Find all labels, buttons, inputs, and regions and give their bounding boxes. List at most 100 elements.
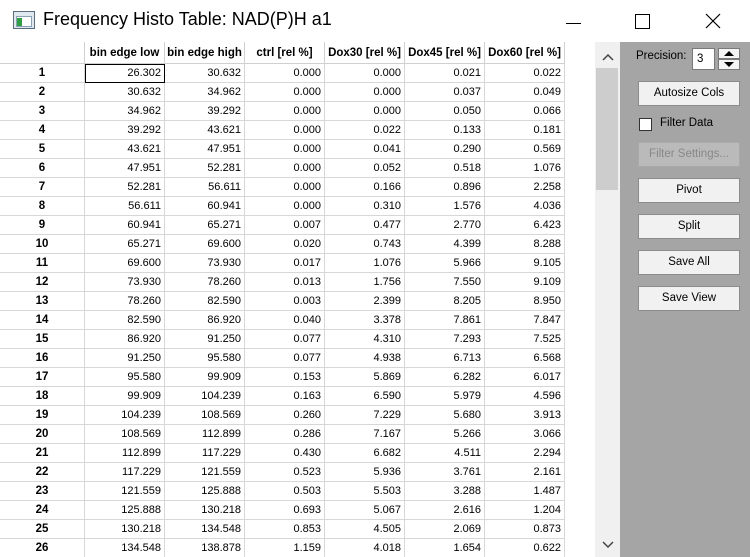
table-cell[interactable]: 2.616 [405, 501, 485, 520]
table-row[interactable]: 2 30.632 34.962 0.000 0.000 0.037 0.049 [0, 83, 565, 102]
table-cell[interactable]: 0.013 [245, 273, 325, 292]
table-cell[interactable]: 3.066 [485, 425, 565, 444]
title-bar[interactable]: Frequency Histo Table: NAD(P)H a1 [0, 0, 750, 42]
vertical-scrollbar[interactable] [595, 42, 620, 557]
table-cell[interactable]: 1.204 [485, 501, 565, 520]
table-cell[interactable]: 108.569 [165, 406, 245, 425]
table-cell[interactable]: 134.548 [85, 539, 165, 557]
table-cell[interactable]: 6.423 [485, 216, 565, 235]
table-cell[interactable]: 7.847 [485, 311, 565, 330]
row-header-cell[interactable]: 1 [0, 64, 85, 83]
row-header-cell[interactable]: 25 [0, 520, 85, 539]
table-cell[interactable]: 0.050 [405, 102, 485, 121]
table-cell[interactable]: 0.000 [245, 140, 325, 159]
table-cell[interactable]: 1.487 [485, 482, 565, 501]
table-cell[interactable]: 121.559 [85, 482, 165, 501]
table-cell[interactable]: 0.022 [485, 64, 565, 83]
save-all-button[interactable]: Save All [638, 250, 740, 275]
table-row[interactable]: 16 91.250 95.580 0.077 4.938 6.713 6.568 [0, 349, 565, 368]
maximize-button[interactable] [619, 0, 665, 42]
precision-increment-button[interactable] [718, 48, 740, 59]
table-cell[interactable]: 78.260 [165, 273, 245, 292]
table-row[interactable]: 7 52.281 56.611 0.000 0.166 0.896 2.258 [0, 178, 565, 197]
row-header-cell[interactable]: 22 [0, 463, 85, 482]
table-row[interactable]: 11 69.600 73.930 0.017 1.076 5.966 9.105 [0, 254, 565, 273]
table-cell[interactable]: 3.378 [325, 311, 405, 330]
table-cell[interactable]: 0.873 [485, 520, 565, 539]
table-cell[interactable]: 8.950 [485, 292, 565, 311]
table-cell[interactable]: 0.041 [325, 140, 405, 159]
table-cell[interactable]: 69.600 [85, 254, 165, 273]
table-cell[interactable]: 99.909 [85, 387, 165, 406]
column-header-bin-edge-low[interactable]: bin edge low [85, 42, 165, 64]
table-cell[interactable]: 0.430 [245, 444, 325, 463]
table-cell[interactable]: 0.077 [245, 330, 325, 349]
row-header-cell[interactable]: 2 [0, 83, 85, 102]
table-cell[interactable]: 2.399 [325, 292, 405, 311]
row-header-cell[interactable]: 14 [0, 311, 85, 330]
table-cell[interactable]: 2.294 [485, 444, 565, 463]
table-row[interactable]: 25 130.218 134.548 0.853 4.505 2.069 0.873 [0, 520, 565, 539]
table-cell[interactable]: 9.109 [485, 273, 565, 292]
table-row[interactable]: 8 56.611 60.941 0.000 0.310 1.576 4.036 [0, 197, 565, 216]
table-cell[interactable]: 112.899 [165, 425, 245, 444]
autosize-cols-button[interactable]: Autosize Cols [638, 81, 740, 106]
filter-settings-button[interactable]: Filter Settings... [638, 142, 740, 167]
table-cell[interactable]: 95.580 [85, 368, 165, 387]
table-cell[interactable]: 6.682 [325, 444, 405, 463]
table-cell[interactable]: 130.218 [165, 501, 245, 520]
table-cell[interactable]: 0.181 [485, 121, 565, 140]
table-cell[interactable]: 1.576 [405, 197, 485, 216]
table-row[interactable]: 13 78.260 82.590 0.003 2.399 8.205 8.950 [0, 292, 565, 311]
table-cell[interactable]: 9.105 [485, 254, 565, 273]
table-cell[interactable]: 1.756 [325, 273, 405, 292]
table-cell[interactable]: 3.288 [405, 482, 485, 501]
table-cell[interactable]: 0.523 [245, 463, 325, 482]
table-cell[interactable]: 82.590 [85, 311, 165, 330]
table-row[interactable]: 20 108.569 112.899 0.286 7.167 5.266 3.066 [0, 425, 565, 444]
table-cell[interactable]: 30.632 [165, 64, 245, 83]
table-cell[interactable]: 0.000 [245, 159, 325, 178]
table-cell[interactable]: 0.743 [325, 235, 405, 254]
table-cell[interactable]: 0.040 [245, 311, 325, 330]
table-cell[interactable]: 1.654 [405, 539, 485, 557]
table-cell[interactable]: 0.896 [405, 178, 485, 197]
table-cell[interactable]: 5.966 [405, 254, 485, 273]
row-header-cell[interactable]: 10 [0, 235, 85, 254]
table-cell[interactable]: 86.920 [165, 311, 245, 330]
corner-header-cell[interactable] [0, 42, 85, 64]
table-cell[interactable]: 2.161 [485, 463, 565, 482]
row-header-cell[interactable]: 6 [0, 159, 85, 178]
scroll-down-button[interactable] [595, 534, 620, 556]
table-cell[interactable]: 121.559 [165, 463, 245, 482]
table-cell[interactable]: 0.017 [245, 254, 325, 273]
row-header-cell[interactable]: 8 [0, 197, 85, 216]
column-header-dox45[interactable]: Dox45 [rel %] [405, 42, 485, 64]
table-cell[interactable]: 52.281 [165, 159, 245, 178]
table-cell[interactable]: 0.000 [245, 121, 325, 140]
table-cell[interactable]: 0.310 [325, 197, 405, 216]
table-cell[interactable]: 4.036 [485, 197, 565, 216]
table-cell[interactable]: 39.292 [165, 102, 245, 121]
table-row[interactable]: 17 95.580 99.909 0.153 5.869 6.282 6.017 [0, 368, 565, 387]
table-cell[interactable]: 78.260 [85, 292, 165, 311]
table-row[interactable]: 12 73.930 78.260 0.013 1.756 7.550 9.109 [0, 273, 565, 292]
table-row[interactable]: 4 39.292 43.621 0.000 0.022 0.133 0.181 [0, 121, 565, 140]
table-cell[interactable]: 108.569 [85, 425, 165, 444]
table-cell[interactable]: 39.292 [85, 121, 165, 140]
table-cell[interactable]: 60.941 [85, 216, 165, 235]
table-cell[interactable]: 5.869 [325, 368, 405, 387]
precision-decrement-button[interactable] [718, 59, 740, 70]
table-cell[interactable]: 73.930 [85, 273, 165, 292]
table-cell[interactable]: 3.761 [405, 463, 485, 482]
table-cell[interactable]: 104.239 [165, 387, 245, 406]
table-cell[interactable]: 0.000 [325, 83, 405, 102]
table-cell[interactable]: 0.049 [485, 83, 565, 102]
column-header-dox60[interactable]: Dox60 [rel %] [485, 42, 565, 64]
row-header-cell[interactable]: 3 [0, 102, 85, 121]
table-cell[interactable]: 4.018 [325, 539, 405, 557]
table-cell[interactable]: 34.962 [165, 83, 245, 102]
table-cell[interactable]: 99.909 [165, 368, 245, 387]
table-cell[interactable]: 65.271 [85, 235, 165, 254]
precision-input[interactable]: 3 [692, 48, 715, 70]
